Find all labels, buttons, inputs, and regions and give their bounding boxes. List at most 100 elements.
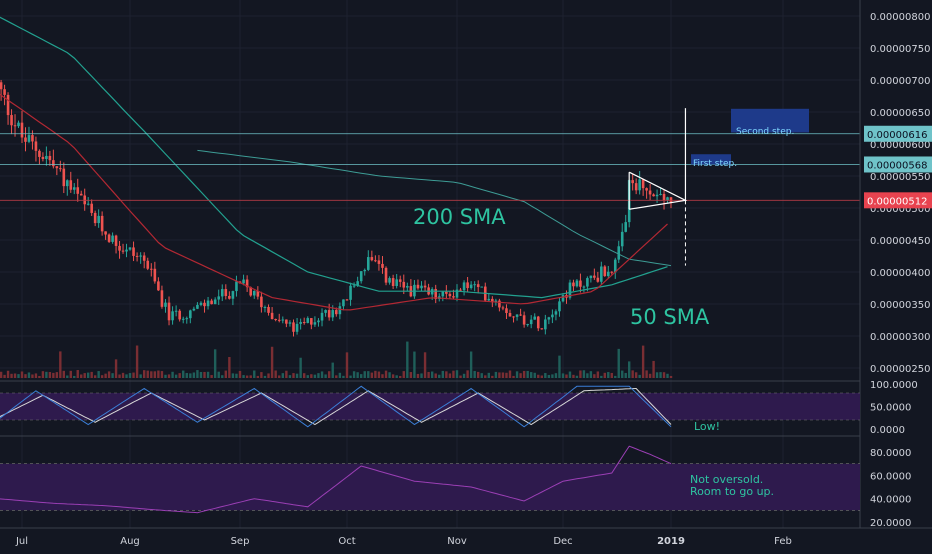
candle-body [600,266,603,282]
candle-body [459,289,462,291]
rsi-band [0,463,860,511]
candle-body [228,295,231,299]
volume-bar [171,371,174,378]
candle-body [533,316,537,320]
volume-bar [438,374,441,378]
candle-body [610,271,614,273]
volume-bar [242,375,245,378]
rsi-tick-label: 40.0000 [870,495,911,506]
candle-body [586,278,589,287]
volume-bar [73,375,76,378]
volume-bar [48,372,52,378]
volume-bar [160,371,164,378]
candle-body [260,296,263,308]
volume-bar [313,374,317,378]
candle-body [659,193,662,195]
volume-bar [491,375,494,378]
volume-bar [614,375,617,378]
candle-body [235,281,238,292]
candle-body [93,212,97,224]
volume-bar [561,373,565,378]
volume-bar [3,374,6,378]
candle-body [65,180,69,187]
volume-bar [508,370,512,378]
volume-bar [641,345,645,378]
stoch-d-line [0,387,672,426]
candle-body [575,280,579,287]
price-tick-label: 0.00000350 [870,300,930,311]
candle-body [164,302,167,307]
volume-bar [324,374,327,378]
candle-body [52,160,55,167]
volume-bar [452,370,455,378]
volume-bar [568,371,572,378]
candle-body [189,310,192,319]
volume-bar [114,359,118,378]
candle-body [48,155,52,161]
volume-bar [624,372,627,378]
price-tick-label: 0.00000750 [870,44,930,55]
volume-bar [164,374,167,378]
price-tag-label: 0.00000512 [867,196,927,207]
candle-body [561,295,565,302]
volume-bar [370,372,374,378]
candle-body [515,314,519,317]
price-tag-box [864,125,932,142]
candle-body [31,135,34,142]
volume-bar [263,375,267,378]
time-tick-label: 2019 [657,536,685,547]
volume-bar [34,373,38,378]
volume-bar [391,374,395,378]
volume-bar [430,371,434,378]
volume-bar [515,371,519,378]
volume-bar [377,371,381,378]
volume-bar [174,374,178,378]
candle-body [285,319,288,324]
rsi-tick-label: 20.0000 [870,518,911,529]
volume-bar [342,375,345,378]
volume-bar [41,371,45,378]
sma50-line [0,93,668,311]
price-tick-label: 0.00000400 [870,268,930,279]
volume-bar [551,374,554,378]
candle-body [79,193,83,196]
volume-bar [288,375,292,378]
candle-body [199,302,203,305]
candle-body [617,246,621,260]
candle-body [620,231,624,247]
volume-bar [59,351,62,378]
volume-bar [558,355,561,378]
candle-body [363,269,367,272]
volume-bar [659,372,662,378]
volume-bar [135,345,139,378]
volume-bar [83,373,86,378]
volume-bar [335,375,338,378]
price-tick-label: 0.00000500 [870,204,930,215]
candle-body [34,141,38,151]
candle-body [217,296,221,300]
candle-body [466,282,469,289]
volume-bar [367,371,370,378]
candle-body [666,197,669,201]
candle-body [76,187,80,194]
volume-bar [669,375,673,378]
volume-bar [487,372,490,378]
volume-bar [104,373,107,378]
candle-body [10,115,13,126]
volume-bar [299,357,302,378]
volume-bar [38,375,41,378]
candle-body [374,260,377,262]
volume-bar [441,370,445,378]
volume-bar [593,374,596,378]
candle-body [648,190,652,195]
candle-body [118,245,121,251]
volume-bar [621,370,624,378]
volume-bar [196,370,199,378]
volume-bar [224,370,228,378]
volume-bar [445,371,448,378]
price-tick-label: 0.00000250 [870,364,930,375]
price-tick-label: 0.00000450 [870,236,930,247]
volume-bar [17,374,20,378]
candle-body [370,257,374,261]
volume-bar [519,373,522,378]
